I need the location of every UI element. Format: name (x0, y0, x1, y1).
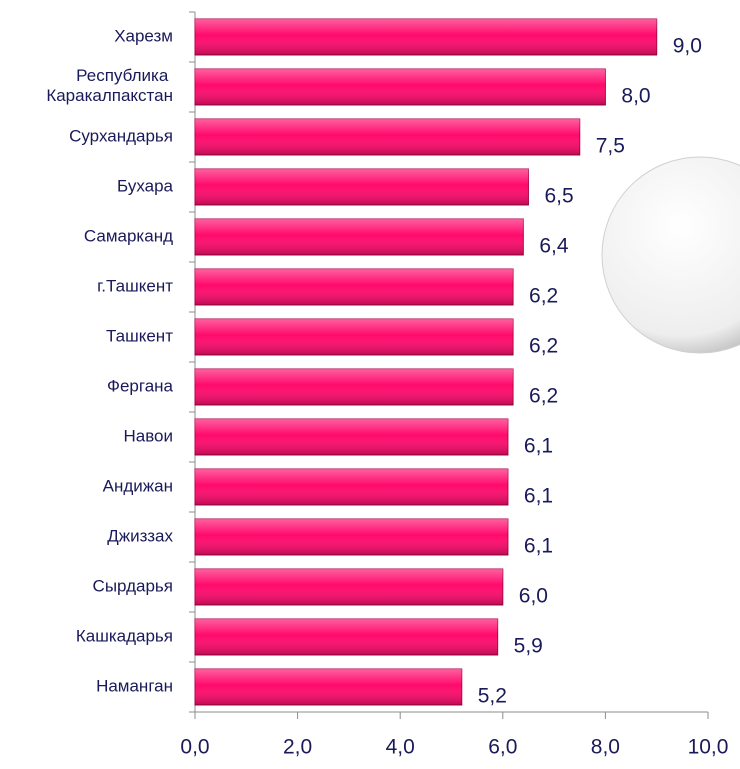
x-tick-label: 2,0 (283, 736, 312, 759)
y-tick-label: Бухара (117, 176, 174, 195)
y-tick-label: Сурхандарья (69, 126, 173, 145)
bar (194, 268, 514, 306)
value-label: 6,1 (524, 535, 553, 558)
x-tick-label: 10,0 (688, 736, 729, 759)
bar (194, 668, 463, 706)
bar (194, 68, 606, 106)
bar (194, 168, 529, 206)
y-tick-label: Харезм (114, 26, 173, 45)
value-label: 7,5 (596, 135, 625, 158)
bar (194, 218, 524, 256)
value-label: 5,2 (478, 685, 507, 708)
x-tick-label: 4,0 (386, 736, 415, 759)
value-label: 6,2 (529, 285, 558, 308)
bar (194, 368, 514, 406)
value-label: 6,5 (544, 185, 573, 208)
y-tick-label: Андижан (103, 476, 173, 495)
y-tick-label: г.Ташкент (97, 276, 173, 295)
bar (194, 18, 658, 56)
x-tick-label: 6,0 (488, 736, 517, 759)
x-tick-label: 8,0 (591, 736, 620, 759)
y-tick-label: Кашкадарья (76, 626, 173, 645)
value-label: 6,2 (529, 385, 558, 408)
bar (194, 318, 514, 356)
bar (194, 518, 509, 556)
value-label: 6,4 (539, 235, 569, 258)
y-tick-label: Наманган (96, 676, 173, 695)
y-tick-label: Джиззах (107, 526, 173, 545)
bar (194, 118, 581, 156)
value-label: 6,0 (519, 585, 548, 608)
value-label: 6,1 (524, 435, 553, 458)
decor-image (601, 156, 740, 354)
bar (194, 618, 499, 656)
y-tick-label: Фергана (107, 376, 174, 395)
y-tick-label: Ташкент (106, 326, 173, 345)
x-tick-label: 0,0 (180, 736, 209, 759)
y-tick-label: Сырдарья (93, 576, 173, 595)
bar (194, 418, 509, 456)
y-tick-label: Республика Каракалпакстан (46, 66, 173, 105)
value-label: 9,0 (673, 35, 702, 58)
bar (194, 568, 504, 606)
value-label: 6,2 (529, 335, 558, 358)
bar (194, 468, 509, 506)
value-label: 5,9 (514, 635, 543, 658)
y-tick-label: Самарканд (84, 226, 173, 245)
value-label: 8,0 (621, 85, 650, 108)
y-tick-label: Навои (123, 426, 173, 445)
value-label: 6,1 (524, 485, 553, 508)
